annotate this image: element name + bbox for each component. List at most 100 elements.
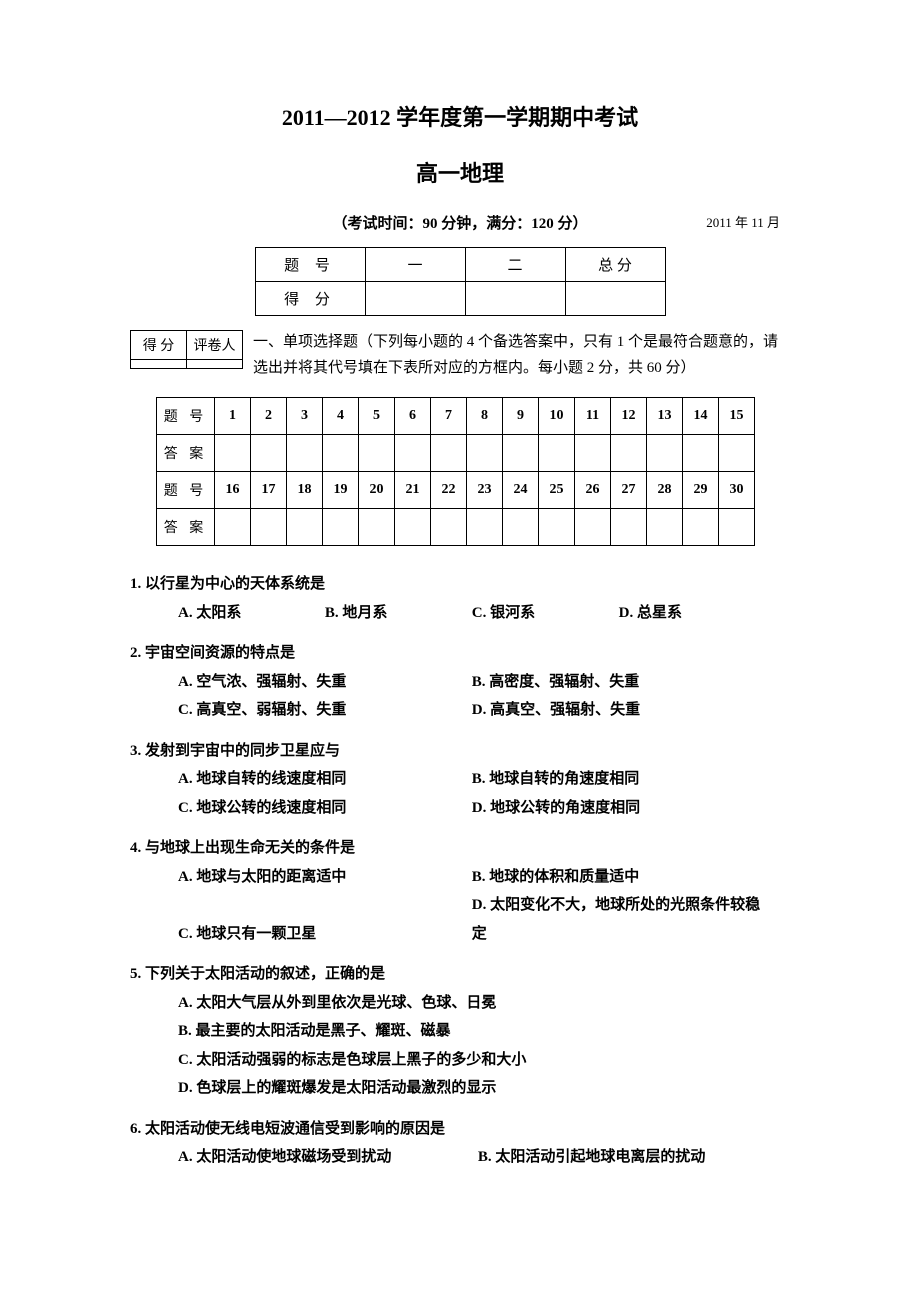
num-cell: 9 [503,398,539,435]
question-option: D. 色球层上的耀斑爆发是太阳活动最激烈的显示 [178,1074,790,1103]
question-option: D. 高真空、强辐射、失重 [472,696,766,725]
num-cell: 20 [359,472,395,509]
ans-cell [683,435,719,472]
num-cell: 16 [215,472,251,509]
value-cell [187,360,243,369]
value-cell [365,282,465,316]
table-row: 题 号 16 17 18 19 20 21 22 23 24 25 26 27 … [157,472,755,509]
question-options: A. 空气浓、强辐射、失重B. 高密度、强辐射、失重C. 高真空、弱辐射、失重D… [130,668,790,725]
question-option: C. 地球公转的线速度相同 [178,794,472,823]
question-stem: 2. 宇宙空间资源的特点是 [130,639,790,668]
question-option: C. 银河系 [472,599,619,628]
ans-cell [611,435,647,472]
num-cell: 5 [359,398,395,435]
exam-title-subject: 高一地理 [130,156,790,188]
row-label: 答 案 [157,509,215,546]
question-option: A. 地球自转的线速度相同 [178,765,472,794]
question: 6. 太阳活动使无线电短波通信受到影响的原因是A. 太阳活动使地球磁场受到扰动B… [130,1115,790,1172]
value-cell [465,282,565,316]
header-cell: 一 [365,248,465,282]
ans-cell [215,435,251,472]
ans-cell [467,509,503,546]
ans-cell [215,509,251,546]
num-cell: 8 [467,398,503,435]
question-options: A. 太阳系B. 地月系C. 银河系D. 总星系 [130,599,790,628]
ans-cell [503,509,539,546]
question-option: D. 总星系 [619,599,766,628]
value-cell [565,282,665,316]
num-cell: 14 [683,398,719,435]
num-cell: 24 [503,472,539,509]
question-option: A. 地球与太阳的距离适中 [178,863,472,892]
ans-cell [431,509,467,546]
ans-cell [575,509,611,546]
table-row: 答 案 [157,509,755,546]
table-row: 答 案 [157,435,755,472]
score-summary-table: 题 号 一 二 总 分 得 分 [255,247,666,316]
question-option: B. 最主要的太阳活动是黑子、耀斑、磁暴 [178,1017,790,1046]
question-option: B. 太阳活动引起地球电离层的扰动 [478,1143,778,1172]
num-cell: 1 [215,398,251,435]
num-cell: 18 [287,472,323,509]
ans-cell [539,435,575,472]
question-stem: 4. 与地球上出现生命无关的条件是 [130,834,790,863]
question-option: C. 地球只有一颗卫星 [178,920,472,949]
ans-cell [323,509,359,546]
question-option: D. 地球公转的角速度相同 [472,794,766,823]
exam-date: 2011 年 11 月 [706,212,780,231]
grader-table: 得 分 评卷人 [130,330,243,369]
question-option: C. 太阳活动强弱的标志是色球层上黑子的多少和大小 [178,1046,790,1075]
exam-title-year: 2011—2012 学年度第一学期期中考试 [130,100,790,132]
num-cell: 11 [575,398,611,435]
header-cell: 二 [465,248,565,282]
question-options: A. 太阳大气层从外到里依次是光球、色球、日冕B. 最主要的太阳活动是黑子、耀斑… [130,989,790,1103]
ans-cell [719,435,755,472]
question-stem: 6. 太阳活动使无线电短波通信受到影响的原因是 [130,1115,790,1144]
section1-instructions: 一、单项选择题（下列每小题的 4 个备选答案中，只有 1 个是最符合题意的，请选… [253,330,790,381]
ans-cell [575,435,611,472]
question-option: B. 地月系 [325,599,472,628]
num-cell: 10 [539,398,575,435]
row-label: 答 案 [157,435,215,472]
label-cell: 评卷人 [187,331,243,360]
num-cell: 22 [431,472,467,509]
questions-container: 1. 以行星为中心的天体系统是A. 太阳系B. 地月系C. 银河系D. 总星系2… [130,570,790,1172]
table-row: 得 分 评卷人 [131,331,243,360]
num-cell: 7 [431,398,467,435]
row-label: 题 号 [157,472,215,509]
question-options: A. 地球与太阳的距离适中B. 地球的体积和质量适中C. 地球只有一颗卫星D. … [130,863,790,949]
ans-cell [359,435,395,472]
num-cell: 4 [323,398,359,435]
ans-cell [467,435,503,472]
num-cell: 19 [323,472,359,509]
ans-cell [431,435,467,472]
ans-cell [323,435,359,472]
label-cell: 得 分 [255,282,365,316]
question-option: B. 地球的体积和质量适中 [472,863,766,892]
answer-grid: 题 号 1 2 3 4 5 6 7 8 9 10 11 12 13 14 15 … [156,397,755,546]
question-option: C. 高真空、弱辐射、失重 [178,696,472,725]
num-cell: 28 [647,472,683,509]
ans-cell [503,435,539,472]
question-options: A. 太阳活动使地球磁场受到扰动B. 太阳活动引起地球电离层的扰动 [130,1143,790,1172]
ans-cell [539,509,575,546]
ans-cell [683,509,719,546]
section1-header: 得 分 评卷人 一、单项选择题（下列每小题的 4 个备选答案中，只有 1 个是最… [130,330,790,381]
ans-cell [611,509,647,546]
header-cell: 题 号 [255,248,365,282]
num-cell: 27 [611,472,647,509]
num-cell: 17 [251,472,287,509]
question-option: D. 太阳变化不大，地球所处的光照条件较稳定 [472,891,766,948]
num-cell: 29 [683,472,719,509]
table-row: 得 分 [255,282,665,316]
ans-cell [647,509,683,546]
question: 3. 发射到宇宙中的同步卫星应与A. 地球自转的线速度相同B. 地球自转的角速度… [130,737,790,823]
ans-cell [395,435,431,472]
num-cell: 30 [719,472,755,509]
ans-cell [719,509,755,546]
question: 5. 下列关于太阳活动的叙述，正确的是A. 太阳大气层从外到里依次是光球、色球、… [130,960,790,1103]
num-cell: 13 [647,398,683,435]
question-options: A. 地球自转的线速度相同B. 地球自转的角速度相同C. 地球公转的线速度相同D… [130,765,790,822]
value-cell [131,360,187,369]
question-option: A. 太阳大气层从外到里依次是光球、色球、日冕 [178,989,790,1018]
